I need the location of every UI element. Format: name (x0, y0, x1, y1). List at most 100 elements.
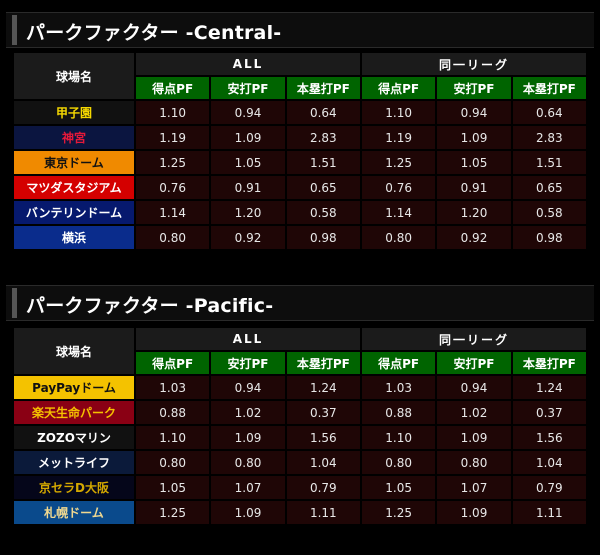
pf-value-cell: 0.91 (211, 176, 285, 199)
pf-value-cell: 0.58 (286, 201, 360, 224)
all-group-header: ALL (136, 328, 360, 350)
table-row: 甲子園 1.10 0.94 0.64 1.10 0.94 0.64 (14, 101, 586, 124)
pacific-section-header: パークファクター -Pacific- (6, 285, 594, 321)
metric-header: 得点PF (361, 352, 436, 374)
pf-value-cell: 0.92 (437, 226, 511, 249)
central-table-body: 甲子園 1.10 0.94 0.64 1.10 0.94 0.64 神宮 1.19 1.09 2.8… (14, 101, 586, 249)
pf-value-cell: 1.10 (361, 426, 436, 449)
park-name-cell: 横浜 (14, 226, 134, 249)
pf-value-cell: 0.94 (437, 101, 511, 124)
table-row: 札幌ドーム 1.25 1.09 1.11 1.25 1.09 1.11 (14, 501, 586, 524)
park-name-cell: 甲子園 (14, 101, 134, 124)
table-row: 京セラD大阪 1.05 1.07 0.79 1.05 1.07 0.79 (14, 476, 586, 499)
pf-value-cell: 0.94 (211, 376, 285, 399)
pf-value-cell: 1.07 (437, 476, 511, 499)
same-league-group-header: 同一リーグ (361, 53, 586, 75)
table-row: 神宮 1.19 1.09 2.83 1.19 1.09 2.83 (14, 126, 586, 149)
pf-value-cell: 1.25 (361, 151, 436, 174)
pf-value-cell: 0.88 (136, 401, 210, 424)
pf-value-cell: 1.25 (361, 501, 436, 524)
all-group-header: ALL (136, 53, 360, 75)
pf-value-cell: 1.11 (512, 501, 586, 524)
metric-header: 安打PF (437, 77, 511, 99)
pf-value-cell: 1.14 (361, 201, 436, 224)
central-title: パークファクター -Central- (26, 22, 282, 44)
table-row: マツダスタジアム 0.76 0.91 0.65 0.76 0.91 0.65 (14, 176, 586, 199)
metric-header: 安打PF (211, 77, 285, 99)
metric-header: 本塁打PF (286, 77, 360, 99)
pf-value-cell: 0.80 (211, 451, 285, 474)
pf-value-cell: 1.04 (512, 451, 586, 474)
park-name-cell: 楽天生命パーク (14, 401, 134, 424)
pf-value-cell: 0.94 (437, 376, 511, 399)
park-name-cell: ZOZOマリン (14, 426, 134, 449)
table-row: 楽天生命パーク 0.88 1.02 0.37 0.88 1.02 0.37 (14, 401, 586, 424)
metric-header: 得点PF (361, 77, 436, 99)
pf-value-cell: 1.09 (211, 126, 285, 149)
pf-value-cell: 0.80 (136, 226, 210, 249)
park-column-header: 球場名 (14, 328, 134, 374)
metric-header: 得点PF (136, 352, 210, 374)
park-name-cell: 神宮 (14, 126, 134, 149)
pf-value-cell: 1.09 (437, 426, 511, 449)
park-name-cell: バンテリンドーム (14, 201, 134, 224)
park-name-cell: マツダスタジアム (14, 176, 134, 199)
metric-header: 得点PF (136, 77, 210, 99)
pf-value-cell: 1.19 (361, 126, 436, 149)
pf-value-cell: 1.10 (136, 101, 210, 124)
pf-value-cell: 0.92 (211, 226, 285, 249)
pacific-table-body: PayPayドーム 1.03 0.94 1.24 1.03 0.94 1.24 楽天生命パーク… (14, 376, 586, 524)
pf-value-cell: 1.56 (512, 426, 586, 449)
pf-value-cell: 0.64 (286, 101, 360, 124)
pf-value-cell: 0.79 (286, 476, 360, 499)
pf-value-cell: 1.03 (136, 376, 210, 399)
pf-value-cell: 1.05 (361, 476, 436, 499)
table-row: ZOZOマリン 1.10 1.09 1.56 1.10 1.09 1.56 (14, 426, 586, 449)
pf-value-cell: 0.64 (512, 101, 586, 124)
pf-value-cell: 1.20 (437, 201, 511, 224)
table-row: PayPayドーム 1.03 0.94 1.24 1.03 0.94 1.24 (14, 376, 586, 399)
same-league-group-header: 同一リーグ (361, 328, 586, 350)
pf-value-cell: 0.88 (361, 401, 436, 424)
metric-header: 安打PF (211, 352, 285, 374)
park-name-cell: 札幌ドーム (14, 501, 134, 524)
park-name-cell: メットライフ (14, 451, 134, 474)
pf-value-cell: 1.24 (512, 376, 586, 399)
pf-value-cell: 0.37 (286, 401, 360, 424)
section-accent-bar (12, 288, 17, 318)
pf-value-cell: 1.10 (136, 426, 210, 449)
pf-value-cell: 1.51 (286, 151, 360, 174)
pf-value-cell: 0.76 (361, 176, 436, 199)
table-row: メットライフ 0.80 0.80 1.04 0.80 0.80 1.04 (14, 451, 586, 474)
metric-header: 安打PF (437, 352, 511, 374)
pf-value-cell: 0.80 (361, 451, 436, 474)
section-accent-bar (12, 15, 17, 45)
pf-value-cell: 1.07 (211, 476, 285, 499)
pf-value-cell: 1.04 (286, 451, 360, 474)
pf-value-cell: 1.24 (286, 376, 360, 399)
pf-value-cell: 0.91 (437, 176, 511, 199)
pacific-park-factor-table: 球場名 ALL 同一リーグ 得点PF 安打PF 本塁打PF 得点PF 安打PF … (12, 326, 588, 526)
metric-header: 本塁打PF (286, 352, 360, 374)
park-name-cell: PayPayドーム (14, 376, 134, 399)
pf-value-cell: 1.09 (211, 426, 285, 449)
park-name-cell: 京セラD大阪 (14, 476, 134, 499)
pf-value-cell: 0.80 (136, 451, 210, 474)
pf-value-cell: 0.58 (512, 201, 586, 224)
pf-value-cell: 0.65 (512, 176, 586, 199)
pf-value-cell: 0.79 (512, 476, 586, 499)
pf-value-cell: 1.09 (211, 501, 285, 524)
pf-value-cell: 1.11 (286, 501, 360, 524)
pf-value-cell: 1.20 (211, 201, 285, 224)
pf-value-cell: 1.25 (136, 501, 210, 524)
pf-value-cell: 1.19 (136, 126, 210, 149)
pf-value-cell: 0.80 (437, 451, 511, 474)
park-name-cell: 東京ドーム (14, 151, 134, 174)
pf-value-cell: 1.09 (437, 501, 511, 524)
pf-value-cell: 1.10 (361, 101, 436, 124)
table-row: 横浜 0.80 0.92 0.98 0.80 0.92 0.98 (14, 226, 586, 249)
pf-value-cell: 1.03 (361, 376, 436, 399)
pf-value-cell: 0.65 (286, 176, 360, 199)
pf-value-cell: 1.25 (136, 151, 210, 174)
pf-value-cell: 0.80 (361, 226, 436, 249)
